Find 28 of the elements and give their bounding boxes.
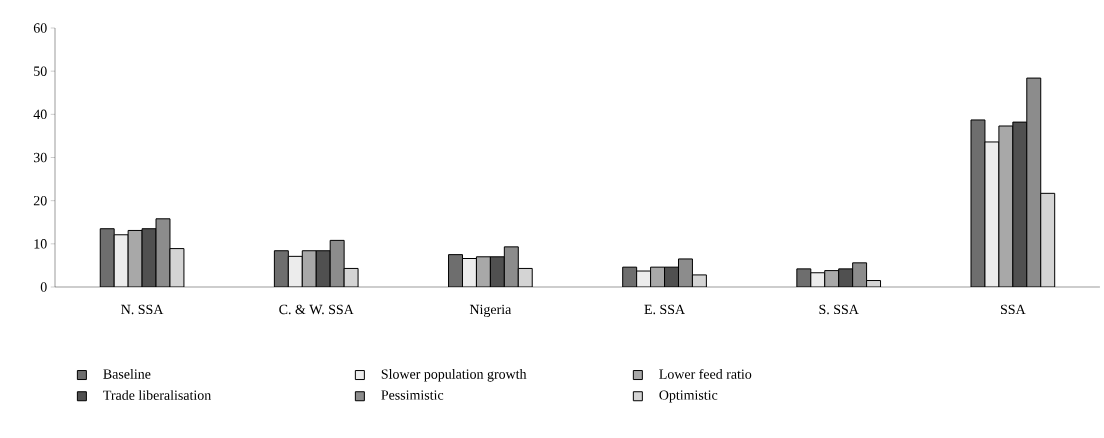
y-tick-label: 60	[33, 23, 47, 33]
bar	[489, 256, 505, 287]
bar	[1012, 121, 1028, 287]
x-tick-label: C. & W. SSA	[279, 304, 354, 315]
legend-label: Trade liberalisation	[103, 390, 212, 400]
x-tick-label: Nigeria	[469, 304, 512, 317]
y-tick-label: 20	[33, 195, 47, 206]
y-tick-label: 50	[34, 66, 47, 76]
y-tick-label: 30	[33, 152, 47, 163]
y-tick-label: 40	[33, 109, 47, 120]
legend-label: Pessimistic	[381, 390, 444, 400]
legend-label: Optimistic	[659, 390, 718, 403]
bar	[273, 250, 289, 287]
y-tick-label: 10	[34, 239, 47, 249]
bar	[99, 228, 115, 287]
bar	[1026, 77, 1042, 287]
x-tick-label: E. SSA	[644, 304, 685, 315]
x-tick-label: SSA	[1000, 304, 1026, 315]
legend-label: Baseline	[103, 368, 151, 379]
y-tick-label: 0	[40, 282, 47, 292]
legend-label: Slower population growth	[381, 368, 527, 382]
bar	[315, 250, 331, 287]
bar	[475, 256, 491, 287]
bar	[301, 250, 317, 287]
bar	[1040, 192, 1056, 287]
x-tick-label: N. SSA	[121, 304, 164, 315]
legend-label: Lower feed ratio	[659, 368, 752, 379]
x-tick-label: S. SSA	[819, 304, 859, 315]
